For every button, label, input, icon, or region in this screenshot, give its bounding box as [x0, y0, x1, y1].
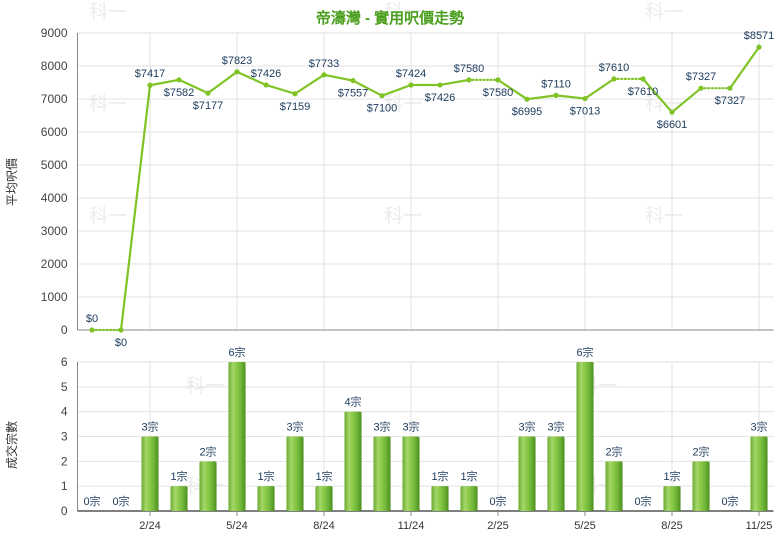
svg-text:$7610: $7610: [599, 62, 630, 74]
svg-text:5/25: 5/25: [574, 520, 595, 532]
svg-text:7000: 7000: [41, 92, 68, 106]
svg-text:3000: 3000: [41, 224, 68, 238]
svg-text:1宗: 1宗: [460, 469, 477, 483]
svg-text:3宗: 3宗: [373, 420, 390, 434]
svg-text:$6601: $6601: [657, 119, 688, 131]
svg-text:科一: 科一: [89, 205, 127, 227]
svg-text:3宗: 3宗: [547, 420, 564, 434]
svg-text:2宗: 2宗: [605, 444, 622, 458]
svg-text:$7580: $7580: [483, 87, 514, 99]
svg-text:11/24: 11/24: [398, 520, 425, 532]
svg-text:3: 3: [61, 430, 68, 444]
svg-text:0: 0: [61, 504, 68, 518]
svg-text:$8571: $8571: [744, 30, 775, 42]
svg-text:8/24: 8/24: [313, 520, 334, 532]
svg-text:$7159: $7159: [280, 101, 311, 113]
svg-text:8000: 8000: [41, 59, 68, 73]
svg-text:2/24: 2/24: [139, 520, 160, 532]
svg-text:0: 0: [61, 323, 68, 337]
svg-text:科一: 科一: [645, 205, 683, 227]
svg-text:1宗: 1宗: [663, 469, 680, 483]
svg-text:2宗: 2宗: [199, 444, 216, 458]
svg-text:8/25: 8/25: [661, 520, 682, 532]
svg-text:4宗: 4宗: [344, 395, 361, 409]
svg-text:$7110: $7110: [541, 78, 571, 90]
svg-text:3宗: 3宗: [141, 420, 158, 434]
svg-text:11/25: 11/25: [746, 520, 773, 532]
svg-text:$7426: $7426: [425, 92, 456, 104]
svg-text:$7327: $7327: [715, 95, 746, 107]
svg-text:科一: 科一: [186, 375, 224, 397]
svg-text:科一: 科一: [89, 93, 127, 115]
svg-text:$0: $0: [86, 313, 98, 325]
svg-text:$7327: $7327: [686, 71, 717, 83]
svg-text:2: 2: [61, 454, 68, 468]
svg-text:6: 6: [61, 355, 68, 369]
svg-text:9000: 9000: [41, 26, 68, 40]
svg-text:1000: 1000: [41, 290, 68, 304]
svg-text:6宗: 6宗: [576, 345, 593, 359]
svg-text:0宗: 0宗: [721, 494, 738, 508]
svg-text:$7426: $7426: [251, 68, 282, 80]
svg-text:1宗: 1宗: [431, 469, 448, 483]
svg-text:$7557: $7557: [338, 88, 369, 100]
svg-text:$7733: $7733: [309, 58, 340, 70]
svg-text:1: 1: [61, 479, 68, 493]
svg-text:0宗: 0宗: [489, 494, 506, 508]
svg-text:$7013: $7013: [570, 106, 601, 118]
svg-text:成交宗數: 成交宗數: [4, 421, 19, 469]
svg-text:6宗: 6宗: [228, 345, 245, 359]
svg-text:1宗: 1宗: [257, 469, 274, 483]
svg-text:5000: 5000: [41, 158, 68, 172]
svg-text:5/24: 5/24: [226, 520, 247, 532]
svg-text:$7177: $7177: [193, 100, 224, 112]
svg-text:3宗: 3宗: [402, 420, 419, 434]
svg-text:$7417: $7417: [135, 68, 166, 80]
svg-text:$7100: $7100: [367, 103, 398, 115]
svg-text:3宗: 3宗: [286, 420, 303, 434]
svg-text:$6995: $6995: [512, 106, 543, 118]
svg-text:$7610: $7610: [628, 86, 659, 98]
svg-text:$7424: $7424: [396, 68, 427, 80]
svg-text:0宗: 0宗: [83, 494, 100, 508]
svg-text:4: 4: [61, 405, 68, 419]
svg-text:3宗: 3宗: [518, 420, 535, 434]
svg-text:平均呎價: 平均呎價: [5, 158, 19, 206]
svg-text:0宗: 0宗: [112, 494, 129, 508]
svg-text:4000: 4000: [41, 191, 68, 205]
svg-text:0宗: 0宗: [634, 494, 651, 508]
svg-text:2/25: 2/25: [487, 520, 508, 532]
svg-text:6000: 6000: [41, 125, 68, 139]
svg-text:$7580: $7580: [454, 63, 485, 75]
svg-text:$7823: $7823: [222, 55, 253, 67]
svg-text:2宗: 2宗: [692, 444, 709, 458]
svg-text:1宗: 1宗: [170, 469, 187, 483]
svg-text:科一: 科一: [384, 205, 422, 227]
svg-text:3宗: 3宗: [750, 420, 767, 434]
svg-text:1宗: 1宗: [315, 469, 332, 483]
svg-text:$7582: $7582: [164, 87, 195, 99]
svg-text:$0: $0: [115, 337, 127, 349]
svg-text:5: 5: [61, 380, 68, 394]
svg-text:2000: 2000: [41, 257, 68, 271]
